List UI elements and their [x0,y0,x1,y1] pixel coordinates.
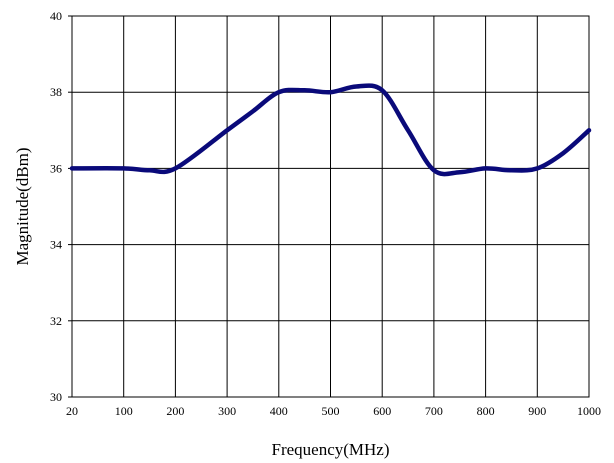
x-tick-label: 1000 [577,404,601,418]
x-tick-label: 500 [322,404,340,418]
y-axis-ticks: 30 32 34 36 38 40 [50,9,72,404]
x-tick-label: 200 [166,404,184,418]
x-tick-label: 700 [425,404,443,418]
y-tick-label: 40 [50,9,62,23]
series-line [69,83,592,177]
x-tick-label: 100 [115,404,133,418]
y-tick-label: 34 [50,238,62,252]
y-tick-label: 32 [50,314,62,328]
x-axis-ticks: 20 100 200 300 400 500 600 700 800 900 1000 [66,404,601,418]
x-axis-title: Frequency(MHz) [271,440,389,459]
plot-frame [71,15,590,398]
y-tick-label: 36 [50,161,62,175]
x-tick-label: 800 [477,404,495,418]
x-tick-label: 20 [66,404,78,418]
y-tick-label: 30 [50,390,62,404]
x-tick-label: 300 [218,404,236,418]
x-tick-label: 600 [373,404,391,418]
x-tick-label: 900 [528,404,546,418]
y-axis-title: Magnitude(dBm) [13,147,32,265]
series-layer [69,83,592,177]
x-tick-label: 400 [270,404,288,418]
y-tick-label: 38 [50,85,62,99]
grid [72,16,589,397]
